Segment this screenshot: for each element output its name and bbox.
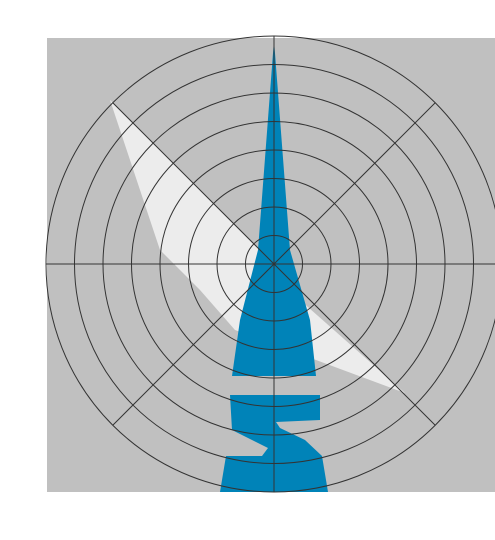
polar-grid [45,35,495,493]
grid-spoke [273,102,436,265]
grid-spoke [273,263,436,426]
grid-spoke [112,102,275,265]
grid-spoke [112,263,275,426]
